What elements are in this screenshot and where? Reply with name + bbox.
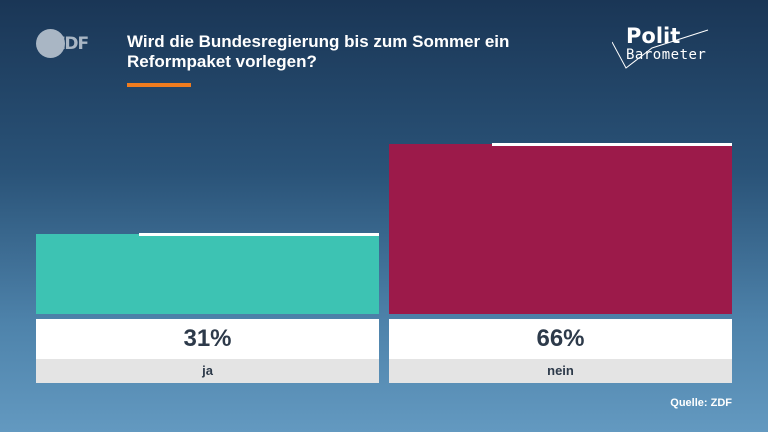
title-accent-bar: [127, 83, 191, 87]
chart-title: Wird die Bundesregierung bis zum Sommer …: [127, 32, 510, 71]
zdf-logo-text: ZDF: [53, 34, 89, 54]
polit-logo-line1: Polit: [626, 24, 681, 48]
previous-value-marker-nein: [492, 143, 732, 146]
category-label-nein: nein: [389, 359, 732, 383]
bar-ja: [36, 234, 379, 314]
category-label-ja: ja: [36, 359, 379, 383]
zdf-logo-disc: [36, 29, 65, 58]
checkmark-icon: [612, 29, 709, 69]
data-label-nein: 66%: [389, 319, 732, 359]
polit-logo-line2: Barometer: [626, 47, 707, 63]
previous-value-marker-ja: [139, 233, 379, 236]
bar-nein: [389, 144, 732, 314]
data-label-ja: 31%: [36, 319, 379, 359]
zdf-logo: ZDF: [36, 29, 92, 59]
politbarometer-logo: Polit Barometer: [612, 24, 722, 72]
source-label: Quelle: ZDF: [670, 397, 732, 409]
